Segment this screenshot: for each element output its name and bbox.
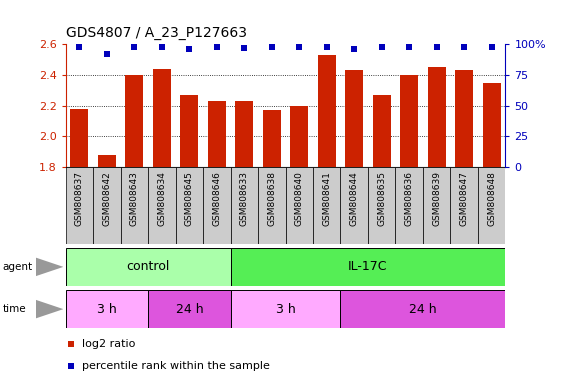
Bar — [286, 167, 313, 244]
Text: 3 h: 3 h — [97, 303, 116, 316]
Text: GSM808638: GSM808638 — [267, 171, 276, 226]
Text: GSM808635: GSM808635 — [377, 171, 386, 226]
Text: control: control — [126, 260, 170, 273]
Text: GDS4807 / A_23_P127663: GDS4807 / A_23_P127663 — [66, 26, 247, 40]
Bar — [263, 110, 281, 167]
Polygon shape — [36, 258, 63, 276]
Bar — [66, 248, 231, 286]
Text: 3 h: 3 h — [276, 303, 295, 316]
Bar — [126, 75, 143, 167]
Text: log2 ratio: log2 ratio — [82, 339, 136, 349]
Bar — [368, 167, 395, 244]
Bar — [482, 83, 501, 167]
Bar — [93, 167, 120, 244]
Text: GSM808643: GSM808643 — [130, 171, 139, 226]
Text: time: time — [3, 304, 26, 314]
Text: GSM808648: GSM808648 — [487, 171, 496, 226]
Bar — [208, 101, 226, 167]
Text: GSM808641: GSM808641 — [322, 171, 331, 226]
Text: GSM808645: GSM808645 — [185, 171, 194, 226]
Bar — [345, 70, 363, 167]
Polygon shape — [36, 300, 63, 318]
Bar — [428, 67, 445, 167]
Text: IL-17C: IL-17C — [348, 260, 388, 273]
Bar — [180, 95, 198, 167]
Bar — [231, 167, 258, 244]
Bar — [235, 101, 253, 167]
Bar — [120, 167, 148, 244]
Bar — [290, 106, 308, 167]
Text: GSM808636: GSM808636 — [405, 171, 413, 226]
Bar — [318, 55, 336, 167]
Text: GSM808634: GSM808634 — [158, 171, 166, 226]
Bar — [66, 167, 93, 244]
Bar — [153, 69, 171, 167]
Text: GSM808637: GSM808637 — [75, 171, 84, 226]
Bar — [203, 167, 231, 244]
Text: percentile rank within the sample: percentile rank within the sample — [82, 361, 270, 371]
Bar — [400, 75, 418, 167]
Bar — [478, 167, 505, 244]
Bar — [340, 290, 505, 328]
Text: GSM808639: GSM808639 — [432, 171, 441, 226]
Bar — [98, 155, 116, 167]
Text: GSM808647: GSM808647 — [460, 171, 469, 226]
Bar — [231, 248, 505, 286]
Bar — [395, 167, 423, 244]
Text: agent: agent — [3, 262, 33, 272]
Bar — [423, 167, 451, 244]
Text: GSM808644: GSM808644 — [349, 171, 359, 226]
Text: 24 h: 24 h — [409, 303, 437, 316]
Text: GSM808640: GSM808640 — [295, 171, 304, 226]
Bar — [231, 290, 340, 328]
Bar — [258, 167, 286, 244]
Bar — [70, 109, 89, 167]
Bar — [148, 290, 231, 328]
Bar — [455, 70, 473, 167]
Bar — [451, 167, 478, 244]
Bar — [340, 167, 368, 244]
Text: 24 h: 24 h — [175, 303, 203, 316]
Text: GSM808646: GSM808646 — [212, 171, 222, 226]
Bar — [148, 167, 176, 244]
Text: GSM808633: GSM808633 — [240, 171, 249, 226]
Bar — [373, 95, 391, 167]
Bar — [66, 290, 148, 328]
Text: GSM808642: GSM808642 — [102, 171, 111, 226]
Bar — [313, 167, 340, 244]
Bar — [176, 167, 203, 244]
